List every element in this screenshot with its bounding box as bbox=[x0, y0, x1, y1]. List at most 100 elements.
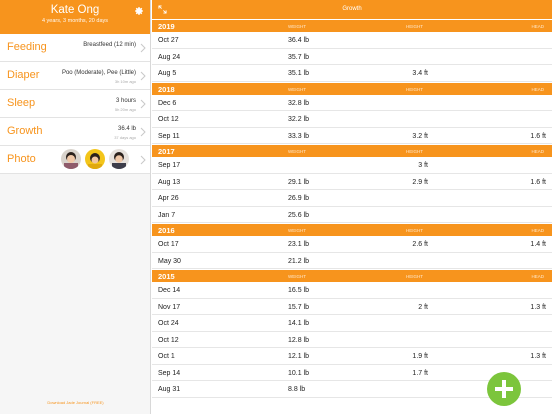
column-header-head: HEAD bbox=[531, 86, 544, 92]
child-age: 4 years, 3 months, 20 days bbox=[41, 18, 109, 24]
table-row[interactable]: Aug 13 29.1 lb 2.9 ft 1.6 ft bbox=[152, 174, 552, 190]
menu-item-value: Breastfeed (12 min) bbox=[83, 42, 136, 48]
row-date: Aug 5 bbox=[158, 70, 177, 77]
row-weight: 23.1 lb bbox=[288, 241, 310, 248]
chevron-right-icon bbox=[140, 155, 146, 165]
menu-item-label: Photo bbox=[7, 153, 36, 165]
column-header-head: HEAD bbox=[531, 149, 544, 154]
row-date: Sep 14 bbox=[158, 369, 181, 377]
column-header-head: HEAD bbox=[531, 274, 544, 279]
year-label: 2019 bbox=[158, 22, 175, 31]
row-weight: 36.4 lb bbox=[288, 37, 310, 44]
sidebar: Kate Ong 4 years, 3 months, 20 days Feed… bbox=[0, 0, 151, 414]
row-date: Sep 17 bbox=[158, 162, 181, 169]
column-header-height: HEIGHT bbox=[406, 86, 424, 92]
menu-item-value: 3 hours bbox=[115, 98, 136, 104]
row-weight: 35.1 lb bbox=[288, 70, 310, 77]
table-row[interactable]: Oct 17 23.1 lb 2.6 ft 1.4 ft bbox=[152, 236, 552, 253]
activity-menu: Feeding Breastfeed (12 min) Diaper Poo (… bbox=[0, 34, 150, 174]
year-label: 2015 bbox=[158, 272, 175, 281]
table-row[interactable]: Sep 14 10.1 lb 1.7 ft bbox=[152, 365, 552, 381]
table-row[interactable]: Aug 5 35.1 lb 3.4 ft bbox=[152, 65, 552, 82]
year-label: 2018 bbox=[158, 84, 175, 94]
column-header-height: HEIGHT bbox=[406, 274, 424, 279]
menu-item-feeding[interactable]: Feeding Breastfeed (12 min) bbox=[0, 34, 150, 62]
table-row[interactable]: Nov 17 15.7 lb 2 ft 1.3 ft bbox=[152, 299, 552, 315]
row-head: 1.3 ft bbox=[530, 353, 546, 360]
menu-item-time-ago: 5h 20m ago bbox=[114, 107, 136, 112]
table-row[interactable]: Oct 24 14.1 lb bbox=[152, 315, 552, 332]
photo-thumbnail[interactable] bbox=[61, 149, 81, 169]
row-date: Aug 13 bbox=[158, 178, 181, 186]
column-header-weight: WEIGHT bbox=[288, 86, 306, 92]
year-header: 2018 WEIGHT HEIGHT HEAD bbox=[152, 81, 552, 95]
row-weight: 8.8 lb bbox=[288, 386, 306, 393]
expand-icon[interactable] bbox=[158, 5, 167, 14]
row-weight: 29.1 lb bbox=[288, 178, 310, 186]
row-weight: 14.1 lb bbox=[288, 320, 310, 327]
row-weight: 15.7 lb bbox=[288, 303, 310, 311]
menu-item-value: 36.4 lb bbox=[117, 126, 136, 132]
row-date: Oct 12 bbox=[158, 336, 179, 344]
row-weight: 21.2 lb bbox=[288, 257, 310, 265]
menu-item-photo[interactable]: Photo bbox=[0, 146, 150, 174]
table-row[interactable]: Dec 6 32.8 lb bbox=[152, 95, 552, 111]
row-head: 1.6 ft bbox=[530, 132, 546, 140]
row-height: 1.9 ft bbox=[412, 353, 428, 360]
table-row[interactable]: Sep 11 33.3 lb 3.2 ft 1.6 ft bbox=[152, 128, 552, 144]
chevron-right-icon bbox=[140, 71, 146, 81]
table-row[interactable]: Sep 17 3 ft bbox=[152, 157, 552, 174]
row-date: Oct 1 bbox=[158, 353, 175, 360]
row-weight: 32.8 lb bbox=[288, 99, 310, 107]
table-row[interactable]: Oct 1 12.1 lb 1.9 ft 1.3 ft bbox=[152, 348, 552, 365]
year-header: 2015 WEIGHT HEIGHT HEAD bbox=[152, 269, 552, 282]
row-date: Jan 7 bbox=[158, 211, 176, 219]
row-head: 1.6 ft bbox=[530, 178, 546, 186]
row-date: Oct 24 bbox=[158, 320, 179, 327]
row-weight: 12.8 lb bbox=[288, 336, 310, 344]
row-date: Oct 27 bbox=[158, 37, 179, 44]
photo-thumbnail[interactable] bbox=[109, 149, 129, 169]
row-date: Oct 12 bbox=[158, 116, 179, 123]
row-weight: 16.5 lb bbox=[288, 287, 310, 294]
gear-icon[interactable] bbox=[134, 6, 144, 16]
menu-item-sleep[interactable]: Sleep 3 hours 5h 20m ago bbox=[0, 90, 150, 118]
menu-item-time-ago: 3h 10m ago bbox=[114, 79, 136, 84]
table-row[interactable]: Dec 14 16.5 lb bbox=[152, 282, 552, 299]
menu-item-growth[interactable]: Growth 36.4 lb 37 days ago bbox=[0, 118, 150, 146]
menu-item-label: Sleep bbox=[7, 97, 36, 109]
table-row[interactable]: Oct 12 32.2 lb bbox=[152, 111, 552, 128]
menu-item-label: Growth bbox=[7, 125, 43, 137]
table-row[interactable]: Oct 27 36.4 lb bbox=[152, 32, 552, 49]
column-header-head: HEAD bbox=[531, 24, 544, 29]
column-header-height: HEIGHT bbox=[406, 149, 424, 154]
year-header: 2019 WEIGHT HEIGHT HEAD bbox=[152, 19, 552, 32]
row-weight: 32.2 lb bbox=[288, 116, 310, 123]
row-date: Aug 31 bbox=[158, 386, 181, 393]
column-header-weight: WEIGHT bbox=[288, 24, 306, 29]
chevron-right-icon bbox=[140, 127, 146, 137]
row-height: 2.6 ft bbox=[412, 241, 428, 248]
add-button[interactable] bbox=[487, 372, 521, 406]
table-row[interactable]: Jan 7 25.6 lb bbox=[152, 207, 552, 223]
row-weight: 33.3 lb bbox=[288, 132, 310, 140]
profile-header[interactable]: Kate Ong 4 years, 3 months, 20 days bbox=[0, 0, 150, 34]
download-link[interactable]: Download Jade Journal (FREE) bbox=[47, 400, 104, 405]
menu-item-diaper[interactable]: Diaper Poo (Moderate), Pee (Little) 3h 1… bbox=[0, 62, 150, 90]
row-height: 3.4 ft bbox=[412, 70, 428, 77]
row-date: Apr 26 bbox=[158, 195, 179, 202]
row-weight: 35.7 lb bbox=[288, 53, 310, 61]
growth-list[interactable]: 2019 WEIGHT HEIGHT HEAD Oct 27 36.4 lb Aug 24 3… bbox=[152, 19, 552, 398]
row-date: Dec 6 bbox=[158, 99, 177, 107]
table-row[interactable]: Aug 24 35.7 lb bbox=[152, 49, 552, 65]
table-row[interactable]: Aug 31 8.8 lb bbox=[152, 381, 552, 398]
table-row[interactable]: Oct 12 12.8 lb bbox=[152, 332, 552, 348]
row-head: 1.3 ft bbox=[530, 303, 546, 311]
menu-item-time-ago: 37 days ago bbox=[114, 135, 136, 140]
row-date: Oct 17 bbox=[158, 241, 179, 248]
row-height: 2.9 ft bbox=[412, 178, 428, 186]
table-row[interactable]: May 30 21.2 lb bbox=[152, 253, 552, 269]
row-date: May 30 bbox=[158, 257, 181, 265]
photo-thumbnail[interactable] bbox=[85, 149, 105, 169]
table-row[interactable]: Apr 26 26.9 lb bbox=[152, 190, 552, 207]
